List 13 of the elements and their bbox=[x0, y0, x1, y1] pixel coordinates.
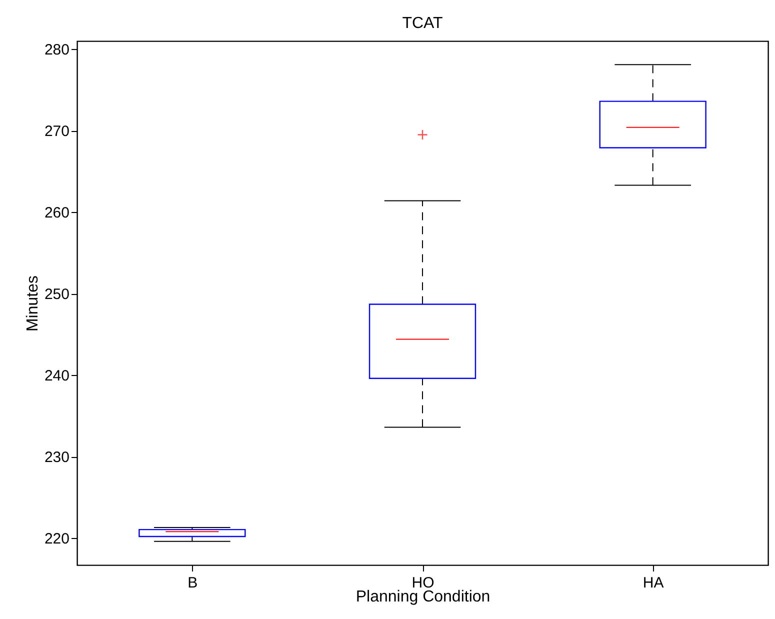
x-tick-label: B bbox=[188, 574, 198, 592]
y-tick-label: 260 bbox=[44, 204, 70, 222]
y-tick-label: 220 bbox=[44, 530, 70, 548]
x-axis-title: Planning Condition bbox=[356, 588, 490, 606]
y-tick-label: 280 bbox=[44, 42, 70, 59]
x-tick-label: HO bbox=[412, 574, 434, 592]
x-tick-label: HA bbox=[642, 574, 664, 592]
y-axis-title: Minutes bbox=[24, 275, 42, 332]
y-tick-label: 250 bbox=[44, 286, 70, 304]
y-tick-label: 240 bbox=[44, 368, 70, 385]
chart-title: TCAT bbox=[402, 15, 444, 32]
y-tick-label: 230 bbox=[44, 449, 70, 466]
y-tick-label: 270 bbox=[44, 123, 70, 140]
